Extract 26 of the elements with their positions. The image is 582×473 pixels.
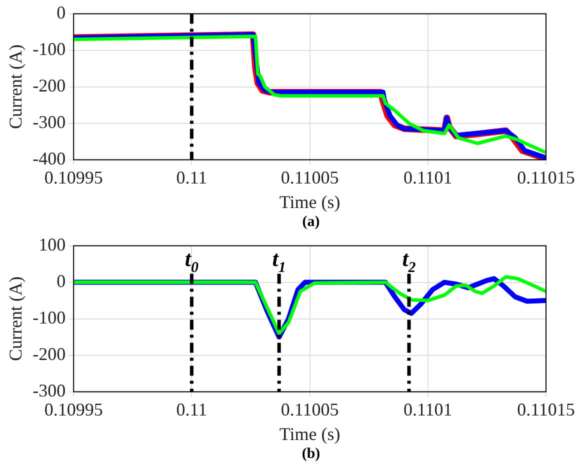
y-tick-label: -100 — [32, 39, 66, 60]
x-tick-label: 0.11015 — [517, 167, 575, 188]
x-tick-label: 0.11015 — [517, 399, 575, 420]
x-tick-label: 0.1101 — [403, 399, 452, 420]
x-tick-label: 0.11 — [176, 167, 208, 188]
y-tick-label: -300 — [32, 380, 66, 401]
text: (a) — [301, 214, 321, 232]
x-tick-label: 0.10995 — [44, 167, 103, 188]
x-tick-label: 0.10995 — [44, 399, 103, 420]
y-tick-label: 0 — [56, 2, 66, 23]
y-tick-label: -200 — [32, 76, 66, 96]
y-tick-label: 100 — [38, 234, 66, 255]
y-tick-label: 0 — [56, 271, 66, 292]
text: (b) — [300, 446, 322, 464]
x-tick-label: 0.11005 — [280, 167, 339, 188]
y-tick-label: -400 — [32, 148, 66, 169]
x-tick-label: 0.1101 — [403, 167, 452, 188]
y-tick-label: -300 — [32, 112, 66, 132]
x-axis-title: Time (s) — [279, 424, 340, 444]
x-axis-title: Time (s) — [279, 192, 340, 212]
x-tick-label: 0.11 — [176, 399, 208, 420]
y-tick-label: -200 — [32, 344, 66, 364]
y-axis-title: Current (A) — [6, 276, 26, 362]
x-tick-label: 0.11005 — [280, 399, 339, 420]
y-axis-title: Current (A) — [6, 44, 26, 130]
y-tick-label: -100 — [32, 308, 66, 328]
